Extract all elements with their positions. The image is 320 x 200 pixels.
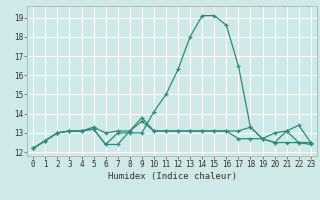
X-axis label: Humidex (Indice chaleur): Humidex (Indice chaleur) <box>108 172 236 181</box>
